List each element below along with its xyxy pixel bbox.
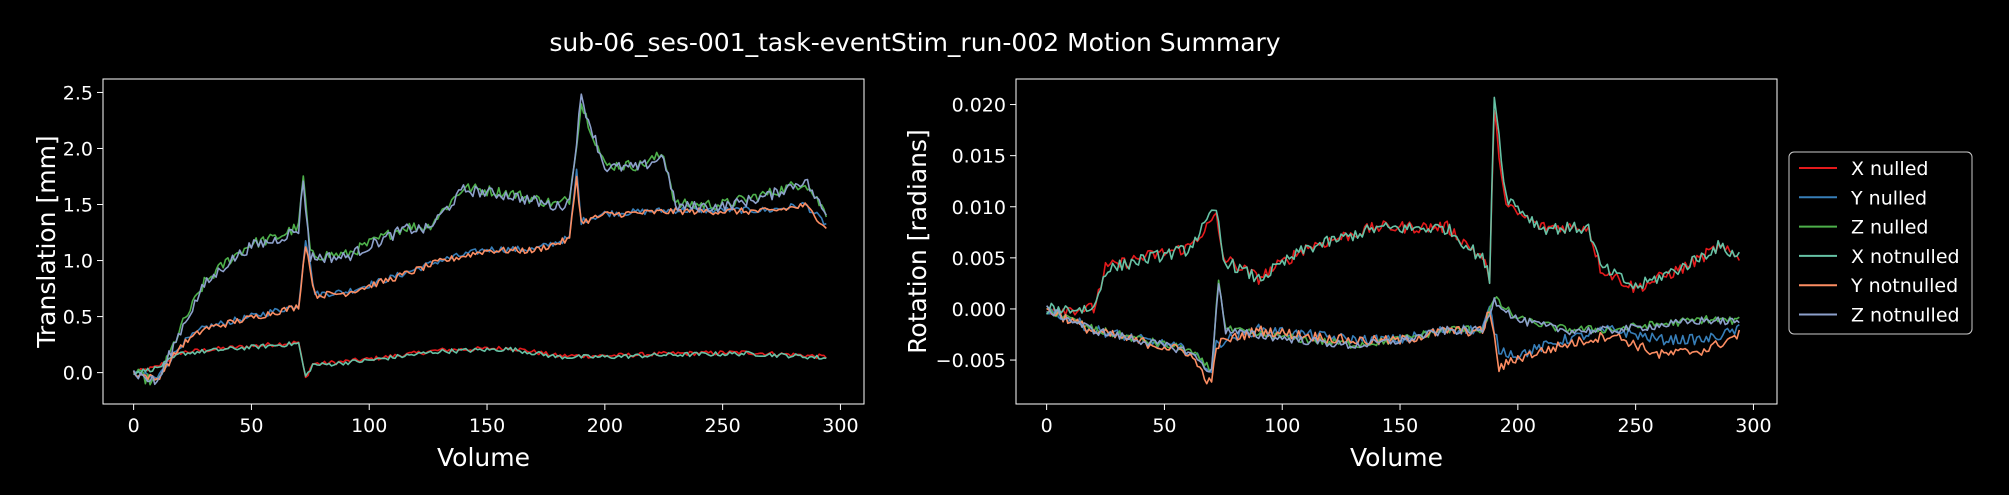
x-tick-label: 300	[1735, 415, 1771, 437]
x-tick-label: 150	[469, 415, 505, 437]
series-line-y-notnulled	[132, 175, 827, 381]
series-line-x-notnulled	[1045, 96, 1740, 316]
y-tick-label: 1.5	[63, 195, 93, 217]
x-tick-label: 250	[1618, 415, 1654, 437]
plot-frame	[102, 78, 865, 405]
series-line-x-nulled	[1046, 109, 1741, 316]
y-axis-label: Translation [mm]	[32, 135, 61, 348]
legend-label: X nulled	[1851, 158, 1928, 180]
y-tick-label: 0.000	[952, 299, 1006, 321]
legend-label: Z nulled	[1851, 217, 1928, 239]
x-tick-label: 200	[587, 415, 623, 437]
y-tick-label: 0.020	[952, 95, 1006, 117]
rotation-panel: 0 50 100 150 200 250 300 −0.005 0.000 0.005 0.010 0…	[903, 78, 1778, 472]
y-tick-label: 0.010	[952, 197, 1006, 219]
x-tick-label: 50	[1152, 415, 1176, 437]
y-tick-label: 0.015	[952, 146, 1006, 168]
y-tick-label: 2.5	[63, 82, 93, 104]
x-tick-label: 150	[1382, 415, 1418, 437]
translation-panel: 0 50 100 150 200 250 300 0.0 0.5 1.0 1.5 2.0 2.5 Volu…	[32, 78, 865, 472]
series-line-x-notnulled	[133, 341, 827, 377]
y-tick-label: 2.0	[63, 138, 93, 160]
y-tick-label: 0.0	[63, 363, 93, 385]
y-tick-label: 0.5	[63, 307, 93, 329]
x-tick-label: 100	[351, 415, 387, 437]
series-line-z-notnulled	[1046, 283, 1740, 373]
legend-label: X notnulled	[1851, 246, 1960, 268]
y-axis-label: Rotation [radians]	[903, 129, 932, 354]
x-axis-label: Volume	[1350, 443, 1443, 472]
x-tick-label: 0	[128, 415, 140, 437]
x-axis-label: Volume	[437, 443, 530, 472]
series-line-z-notnulled	[132, 93, 827, 386]
plot-frame	[1015, 78, 1778, 405]
legend: X nulled Y nulled Z nulled X notnulled Y not…	[1788, 151, 1973, 335]
x-tick-label: 50	[239, 415, 263, 437]
series-line-z-nulled	[1046, 279, 1740, 372]
y-tick-label: 0.005	[952, 248, 1006, 270]
series-line-y-notnulled	[1046, 307, 1741, 385]
x-tick-label: 300	[822, 415, 858, 437]
series-line-x-nulled	[133, 340, 827, 379]
y-tick-label: 1.0	[63, 251, 93, 273]
figure-title: sub-06_ses-001_task-eventStim_run-002 Mo…	[549, 28, 1281, 57]
x-tick-label: 250	[705, 415, 741, 437]
x-tick-label: 100	[1264, 415, 1300, 437]
x-tick-label: 0	[1041, 415, 1053, 437]
legend-label: Y notnulled	[1850, 275, 1958, 297]
legend-label: Z notnulled	[1851, 305, 1960, 327]
x-tick-label: 200	[1500, 415, 1536, 437]
legend-label: Y nulled	[1850, 187, 1927, 209]
series-line-z-nulled	[133, 103, 828, 386]
y-tick-label: −0.005	[936, 350, 1006, 372]
